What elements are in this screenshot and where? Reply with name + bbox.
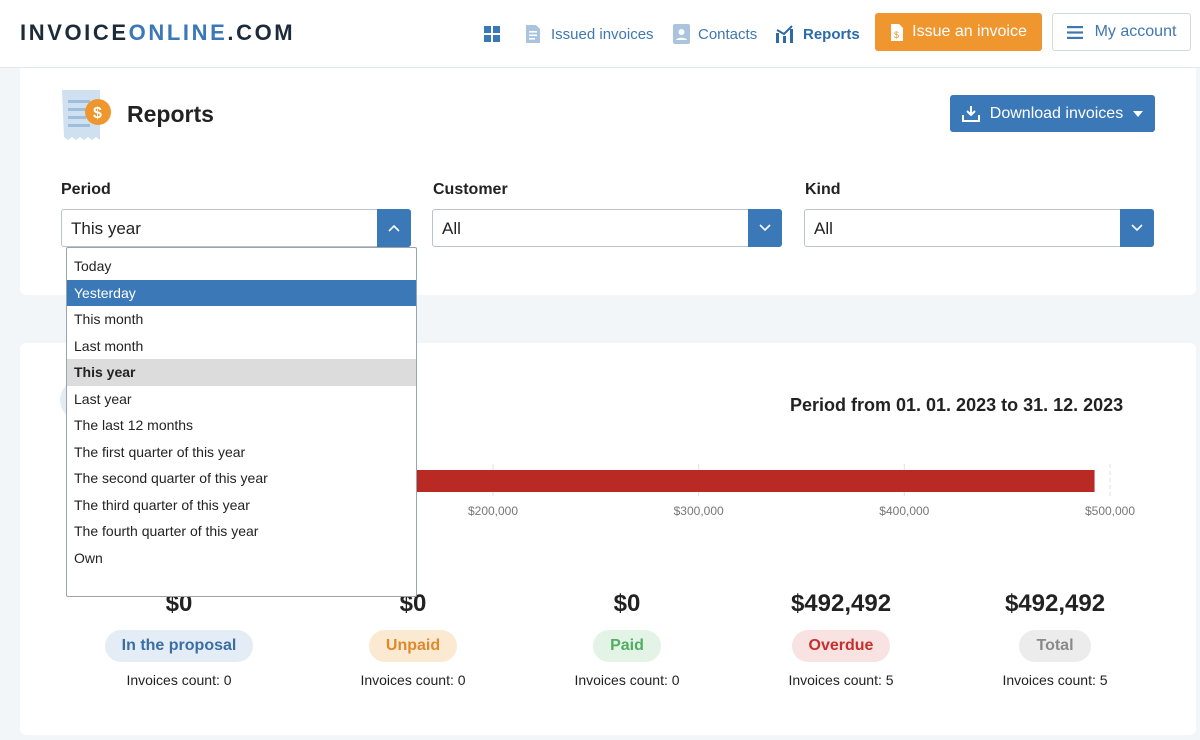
download-invoices-label: Download invoices [989, 104, 1124, 122]
period-option[interactable]: Yesterday [67, 279, 416, 306]
svg-text:$: $ [93, 105, 102, 122]
nav-issued-invoices[interactable]: Issued invoices [523, 24, 654, 44]
new-document-icon: $ [891, 23, 904, 41]
page-title: Reports [127, 101, 214, 127]
svg-text:$: $ [894, 30, 899, 40]
period-dropdown-list: Today Yesterday This month Last month This y… [66, 247, 417, 597]
my-account-button[interactable]: My account [1052, 13, 1191, 51]
invoices-count: Invoices count: 0 [360, 672, 466, 688]
invoices-count: Invoices count: 0 [126, 672, 232, 688]
invoices-count: Invoices count: 5 [1002, 672, 1108, 688]
status-badge[interactable]: Total [1019, 630, 1091, 662]
period-value: This year [71, 219, 141, 238]
customer-value: All [442, 219, 461, 238]
download-invoices-button[interactable]: Download invoices [950, 95, 1155, 132]
period-option[interactable]: Last month [74, 337, 144, 354]
kind-label: Kind [805, 181, 841, 198]
invoices-count: Invoices count: 5 [788, 672, 894, 688]
period-option[interactable]: The second quarter of this year [74, 470, 268, 486]
period-option[interactable]: Last year [74, 390, 132, 407]
my-account-label: My account [1094, 23, 1177, 40]
summary-column: $492,492 Total Invoices count: 5 [948, 588, 1162, 688]
period-label: Period [61, 181, 111, 198]
summary-column: $492,492 Overdue Invoices count: 5 [734, 588, 948, 688]
summary-column: $0 Paid Invoices count: 0 [520, 588, 734, 688]
status-badge[interactable]: In the proposal [104, 630, 254, 662]
period-option[interactable]: The first quarter of this year [74, 443, 246, 460]
period-option[interactable]: Own [74, 549, 103, 566]
summary-amount: $0 [613, 590, 641, 617]
status-badge[interactable]: Paid [593, 630, 661, 662]
chart-icon [776, 25, 793, 43]
report-invoice-icon: $ [62, 90, 111, 140]
kind-value: All [814, 219, 833, 238]
customer-label: Customer [433, 181, 508, 198]
period-option[interactable]: This month [74, 311, 144, 327]
x-tick-label: $200,000 [468, 504, 518, 518]
document-icon [526, 25, 540, 43]
period-option[interactable]: This year [67, 359, 416, 386]
contact-card-icon [673, 24, 690, 44]
top-navbar: INVOICEONLINE.COM Issued invoices Contac… [0, 0, 1200, 68]
period-option[interactable]: Today [74, 258, 112, 274]
summary-column: $0 Unpaid Invoices count: 0 [306, 588, 520, 688]
nav-reports[interactable]: Reports [775, 25, 860, 43]
x-tick-label: $300,000 [674, 504, 724, 518]
nav-contacts-label: Contacts [698, 25, 758, 43]
status-badge[interactable]: Unpaid [368, 630, 458, 662]
period-range-text: Period from 01. 01. 2023 to 31. 12. 2023 [790, 395, 1124, 415]
kind-select[interactable]: All [804, 209, 1154, 247]
issue-invoice-label: Issue an invoice [912, 23, 1027, 40]
nav-issued-invoices-label: Issued invoices [551, 25, 654, 43]
invoices-count: Invoices count: 0 [574, 672, 680, 688]
summary-amount: $492,492 [1004, 590, 1106, 617]
period-select[interactable]: This year [61, 209, 411, 247]
status-badge[interactable]: Overdue [791, 630, 891, 662]
customer-select[interactable]: All [432, 209, 782, 247]
nav-reports-label: Reports [803, 25, 860, 43]
period-option[interactable]: The last 12 months [74, 417, 194, 433]
summary-column: $0 In the proposal Invoices count: 0 [72, 588, 286, 688]
issue-invoice-button[interactable]: $ Issue an invoice [875, 13, 1042, 51]
dashboard-nav[interactable] [484, 26, 500, 42]
caret-down-icon [1133, 110, 1144, 117]
chevron-down-icon[interactable] [1120, 209, 1154, 247]
x-tick-label: $500,000 [1085, 504, 1135, 518]
x-tick-label: $400,000 [879, 504, 929, 518]
summary-amount: $492,492 [790, 590, 892, 617]
grid-icon [484, 26, 500, 42]
hamburger-icon [1066, 25, 1083, 39]
period-option[interactable]: The fourth quarter of this year [74, 523, 259, 539]
chevron-up-icon[interactable] [377, 209, 411, 247]
download-icon [961, 106, 980, 122]
chevron-down-icon[interactable] [748, 209, 782, 247]
nav-contacts[interactable]: Contacts [673, 24, 757, 44]
brand-logo[interactable]: INVOICEONLINE.COM [20, 20, 296, 45]
period-option[interactable]: The third quarter of this year [74, 496, 250, 513]
